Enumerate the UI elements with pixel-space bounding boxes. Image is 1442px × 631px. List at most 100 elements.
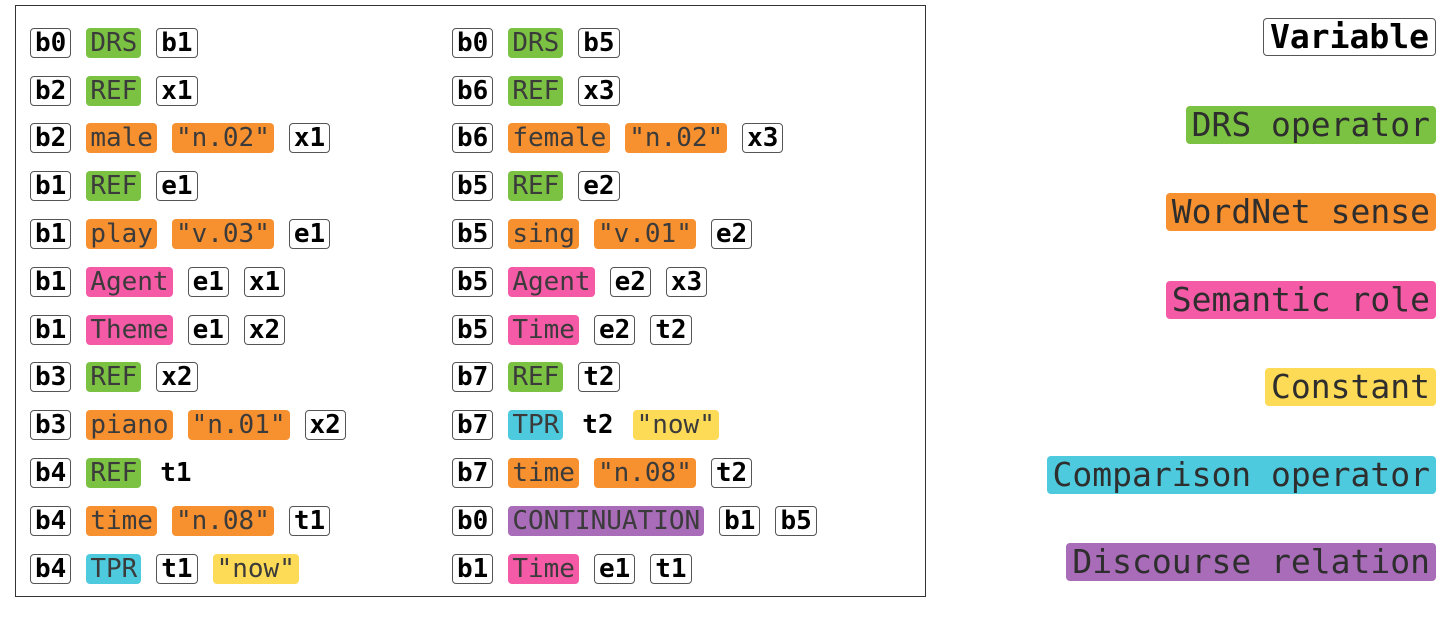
variable-token: e2 xyxy=(609,266,651,297)
clause-column-right: b0 DRS b5 b6 REF x3 b6 female "n.02" x3 b5 REF e2 b5 s… xyxy=(452,19,832,593)
semantic-role-token: Agent xyxy=(86,266,173,297)
variable-token: b1 xyxy=(30,171,72,202)
clause-row: b5 sing "v.01" e2 xyxy=(452,210,832,258)
variable-token: b7 xyxy=(452,410,494,441)
clause-row: b5 Time e2 t2 xyxy=(452,306,832,354)
variable-token: x3 xyxy=(742,123,784,154)
wordnet-sense-token: female xyxy=(508,123,611,154)
clause-row: b4 TPR t1 "now" xyxy=(30,545,361,593)
clause-row: b7 REF t2 xyxy=(452,354,832,402)
variable-token: b3 xyxy=(30,410,72,441)
wordnet-sense-token: "n.01" xyxy=(187,410,290,441)
constant-token: "now" xyxy=(212,553,299,584)
variable-token: b4 xyxy=(30,458,72,489)
variable-token: t2 xyxy=(582,410,614,441)
variable-token: b2 xyxy=(30,75,72,106)
variable-token: t1 xyxy=(156,553,198,584)
variable-token: e2 xyxy=(710,219,753,250)
legend: Variable DRS operator WordNet sense Semanti… xyxy=(1046,18,1436,631)
wordnet-sense-token: "n.08" xyxy=(593,458,696,489)
variable-token: b5 xyxy=(452,171,494,202)
clause-row: b5 Agent e2 x3 xyxy=(452,258,832,306)
legend-wordnet-sense: WordNet sense xyxy=(1165,193,1436,231)
variable-token: x1 xyxy=(288,123,331,154)
variable-token: b3 xyxy=(30,362,72,393)
legend-constant: Constant xyxy=(1265,368,1436,406)
variable-token: b1 xyxy=(156,27,198,58)
drs-operator-token: DRS xyxy=(508,27,564,58)
variable-token: b1 xyxy=(719,505,761,536)
drs-operator-token: REF xyxy=(86,458,142,489)
variable-token: b6 xyxy=(452,75,494,106)
semantic-role-token: Time xyxy=(508,314,579,345)
variable-token: e1 xyxy=(187,314,229,345)
clause-row: b0 DRS b1 xyxy=(30,19,361,67)
variable-token: x3 xyxy=(665,266,708,297)
variable-token: x2 xyxy=(304,410,346,441)
constant-token: "now" xyxy=(632,410,719,441)
variable-token: e1 xyxy=(156,171,198,202)
wordnet-sense-token: piano xyxy=(86,410,173,441)
clause-row: b6 REF x3 xyxy=(452,67,832,115)
semantic-role-token: Theme xyxy=(86,314,173,345)
variable-token: t2 xyxy=(710,458,753,489)
clause-row: b1 Theme e1 x2 xyxy=(30,306,361,354)
wordnet-sense-token: "n.08" xyxy=(171,505,274,536)
drs-operator-token: REF xyxy=(508,362,564,393)
variable-token: b4 xyxy=(30,553,72,584)
variable-token: b5 xyxy=(452,314,494,345)
variable-token: b0 xyxy=(452,27,494,58)
variable-token: x2 xyxy=(243,314,286,345)
variable-token: b4 xyxy=(30,505,72,536)
clause-row: b4 REF t1 xyxy=(30,449,361,497)
comparison-operator-token: TPR xyxy=(508,410,564,441)
clause-row: b7 time "n.08" t2 xyxy=(452,449,832,497)
wordnet-sense-token: "v.03" xyxy=(171,219,274,250)
clause-row: b1 play "v.03" e1 xyxy=(30,210,361,258)
clause-row: b6 female "n.02" x3 xyxy=(452,115,832,163)
clause-row: b0 DRS b5 xyxy=(452,19,832,67)
legend-variable: Variable xyxy=(1263,18,1436,56)
variable-token: b1 xyxy=(452,553,494,584)
variable-token: b1 xyxy=(30,266,72,297)
variable-token: e1 xyxy=(288,219,331,250)
variable-token: e2 xyxy=(593,314,636,345)
drs-operator-token: DRS xyxy=(86,27,142,58)
variable-token: x2 xyxy=(156,362,198,393)
variable-token: b6 xyxy=(452,123,494,154)
wordnet-sense-token: "n.02" xyxy=(625,123,728,154)
legend-semantic-role: Semantic role xyxy=(1165,280,1436,319)
variable-token: x3 xyxy=(578,75,620,106)
comparison-operator-token: TPR xyxy=(86,553,142,584)
wordnet-sense-token: "v.01" xyxy=(593,219,696,250)
variable-token: b1 xyxy=(30,314,72,345)
wordnet-sense-token: time xyxy=(86,505,157,536)
clause-row: b2 male "n.02" x1 xyxy=(30,115,361,163)
variable-token: b7 xyxy=(452,362,494,393)
clause-row: b1 Agent e1 x1 xyxy=(30,258,361,306)
clause-row: b1 REF e1 xyxy=(30,162,361,210)
clause-row: b7 TPR t2 "now" xyxy=(452,401,832,449)
variable-token: x1 xyxy=(243,266,286,297)
variable-token: e1 xyxy=(593,553,636,584)
discourse-relation-token: CONTINUATION xyxy=(508,505,705,536)
variable-token: t2 xyxy=(650,314,692,345)
clause-row: b1 Time e1 t1 xyxy=(452,545,832,593)
variable-token: t2 xyxy=(578,362,620,393)
variable-token: b1 xyxy=(30,219,72,250)
wordnet-sense-token: "n.02" xyxy=(171,123,274,154)
wordnet-sense-token: male xyxy=(86,123,157,154)
clause-row: b5 REF e2 xyxy=(452,162,832,210)
drs-operator-token: REF xyxy=(508,75,564,106)
variable-token: b5 xyxy=(452,219,494,250)
drs-operator-token: REF xyxy=(86,75,142,106)
variable-token: t1 xyxy=(160,458,192,489)
variable-token: b2 xyxy=(30,123,72,154)
variable-token: t1 xyxy=(650,553,692,584)
clause-row: b3 piano "n.01" x2 xyxy=(30,401,361,449)
variable-token: x1 xyxy=(156,75,198,106)
clause-column-left: b0 DRS b1 b2 REF x1 b2 male "n.02" x1 b1 REF e1 b1 pla… xyxy=(30,19,361,593)
variable-token: b0 xyxy=(30,27,72,58)
wordnet-sense-token: time xyxy=(508,458,579,489)
wordnet-sense-token: sing xyxy=(508,219,579,250)
